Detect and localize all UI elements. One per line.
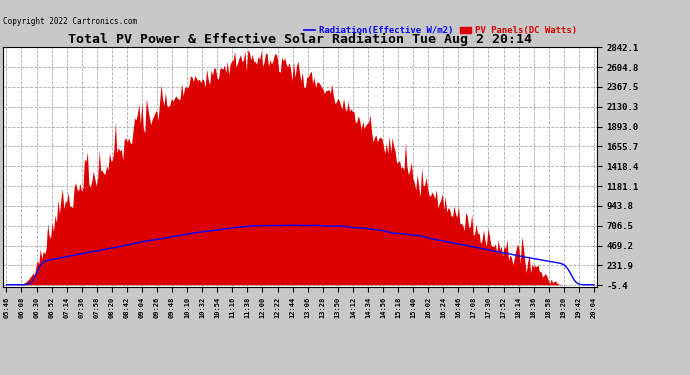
Text: Copyright 2022 Cartronics.com: Copyright 2022 Cartronics.com — [3, 17, 137, 26]
Title: Total PV Power & Effective Solar Radiation Tue Aug 2 20:14: Total PV Power & Effective Solar Radiati… — [68, 33, 532, 46]
Legend: Radiation(Effective W/m2), PV Panels(DC Watts): Radiation(Effective W/m2), PV Panels(DC … — [301, 22, 580, 39]
